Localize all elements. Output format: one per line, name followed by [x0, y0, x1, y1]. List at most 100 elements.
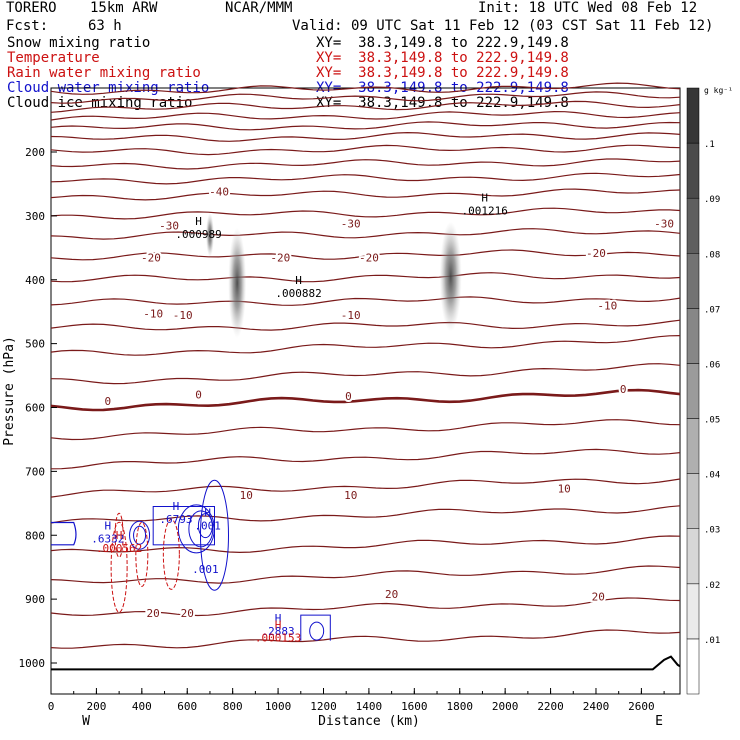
isotherm-line — [50, 110, 681, 121]
cloud-water-contour — [152, 506, 215, 546]
snow-shading-blob — [205, 213, 214, 258]
forecast-label: Fcst: — [6, 18, 49, 34]
extremum-value: .6332 — [91, 532, 124, 545]
colorbar-tick-label: .01 — [704, 636, 720, 646]
model-name: TORERO — [6, 0, 57, 16]
isotherm-line — [50, 82, 681, 95]
cloud-water-contour — [309, 621, 325, 641]
temperature-label: 20 — [385, 588, 398, 601]
isotherm-line — [50, 478, 681, 498]
y-tick-label: 500 — [25, 338, 45, 351]
isotherm-line — [50, 158, 681, 170]
x-west-label: W — [82, 714, 90, 729]
y-tick-label: 200 — [25, 146, 45, 159]
temperature-label: 20 — [592, 591, 605, 604]
snow-shading — [205, 213, 462, 338]
extremum-value: .6793 — [159, 513, 192, 526]
y-tick-label: 400 — [25, 274, 45, 287]
x-tick-label: 400 — [132, 700, 152, 713]
cloud-water-contour — [51, 521, 77, 546]
temperature-label: 0 — [104, 395, 111, 408]
colorbar-tick-label: .05 — [704, 416, 720, 426]
colorbar-bin — [686, 528, 700, 585]
extremum-value: .2883 — [262, 625, 295, 638]
cloud-water-contour — [133, 525, 147, 545]
rain-water-contour — [114, 512, 124, 558]
model-resolution: 15km ARW — [90, 0, 158, 16]
isotherm-line — [50, 188, 681, 201]
colorbar-bin — [686, 473, 700, 529]
colorbar-tick-label: .04 — [704, 471, 720, 481]
extremum-marker: H — [104, 519, 111, 532]
isotherm-line — [50, 335, 681, 356]
temperature-label: -20 — [270, 251, 290, 264]
extremum-marker: H — [116, 529, 123, 542]
y-tick-label: 800 — [25, 529, 45, 542]
colorbar-bin — [686, 308, 700, 364]
x-east-label: E — [655, 714, 663, 729]
terrain-profile — [51, 655, 681, 671]
temperature-label: -10 — [341, 309, 361, 322]
center-name: NCAR/MMM — [225, 0, 293, 16]
valid-time: Valid: 09 UTC Sat 11 Feb 12 (03 CST Sat … — [292, 18, 714, 34]
y-axis-title: Pressure (hPa) — [2, 336, 17, 446]
isotherm-line — [50, 319, 681, 331]
temperature-label: 10 — [344, 489, 357, 502]
rain-water-contour — [162, 518, 180, 590]
extremum-value: .001 — [194, 519, 221, 532]
isotherm-line — [50, 597, 681, 617]
field-rain-xy: XY= 38.3,149.8 to 222.9,149.8 — [316, 65, 569, 81]
temperature-label: -10 — [143, 308, 163, 321]
isotherm-line — [50, 535, 681, 554]
y-tick-label: 900 — [25, 593, 45, 606]
colorbar-bin — [686, 87, 700, 144]
colorbar-bin — [686, 363, 700, 419]
extremum-marker: H — [481, 192, 488, 205]
colorbar-tick-label: .08 — [704, 250, 720, 260]
temperature-contours — [50, 82, 681, 649]
colorbar-bin — [686, 638, 700, 695]
colorbar: .1 .09 .08 .07 .06 .05 .04 .03 .02 .01 — [686, 87, 720, 695]
x-tick-label: 1400 — [356, 700, 383, 713]
x-tick-label: 800 — [223, 700, 243, 713]
extremum-value: .000562 — [96, 542, 142, 555]
temperature-label: -30 — [341, 218, 361, 231]
cloud-rain-contours — [51, 479, 331, 641]
isotherm-line — [50, 100, 681, 113]
temperature-label: 20 — [181, 607, 194, 620]
y-tick-label: 300 — [25, 210, 45, 223]
cloud-water-contour — [300, 614, 331, 641]
isotherm-line — [50, 249, 681, 261]
cloud-water-contour — [197, 513, 213, 539]
colorbar-tick-label: .09 — [704, 195, 720, 205]
isotherm-line — [50, 131, 681, 142]
x-tick-label: 2600 — [628, 700, 655, 713]
temperature-label: -30 — [654, 218, 674, 231]
rain-water-contour — [135, 521, 149, 587]
x-tick-label: 1200 — [310, 700, 337, 713]
temperature-label: -10 — [597, 299, 617, 312]
isotherm-line — [50, 207, 681, 220]
y-tick-label: 700 — [25, 465, 45, 478]
isotherm-line — [50, 91, 681, 104]
colorbar-bin — [686, 142, 700, 199]
x-tick-label: 2000 — [492, 700, 519, 713]
colorbar-bin — [686, 418, 700, 474]
extremum-value: .000153 — [255, 631, 301, 644]
isotherm-line — [50, 629, 681, 649]
contour-labels: -40 -30 -30 -30 -20 -20 -20 -20 -10 -10 -10 -10 0 0 0 0… — [91, 184, 676, 645]
x-tick-label: 1600 — [401, 700, 428, 713]
temperature-label: 0 — [620, 383, 627, 396]
isotherm-line — [50, 388, 681, 412]
field-snow-label: Snow mixing ratio — [7, 35, 151, 51]
x-tick-label: 0 — [48, 700, 55, 713]
extremum-marker: H — [275, 618, 282, 631]
extremum-marker: H — [173, 500, 180, 513]
temperature-label: 10 — [240, 489, 253, 502]
contour-value-label: .001 — [192, 563, 219, 576]
terrain-line — [51, 655, 681, 671]
isotherm-line — [50, 448, 681, 470]
extremum-marker: H — [195, 215, 202, 228]
isotherm-line — [50, 296, 681, 306]
